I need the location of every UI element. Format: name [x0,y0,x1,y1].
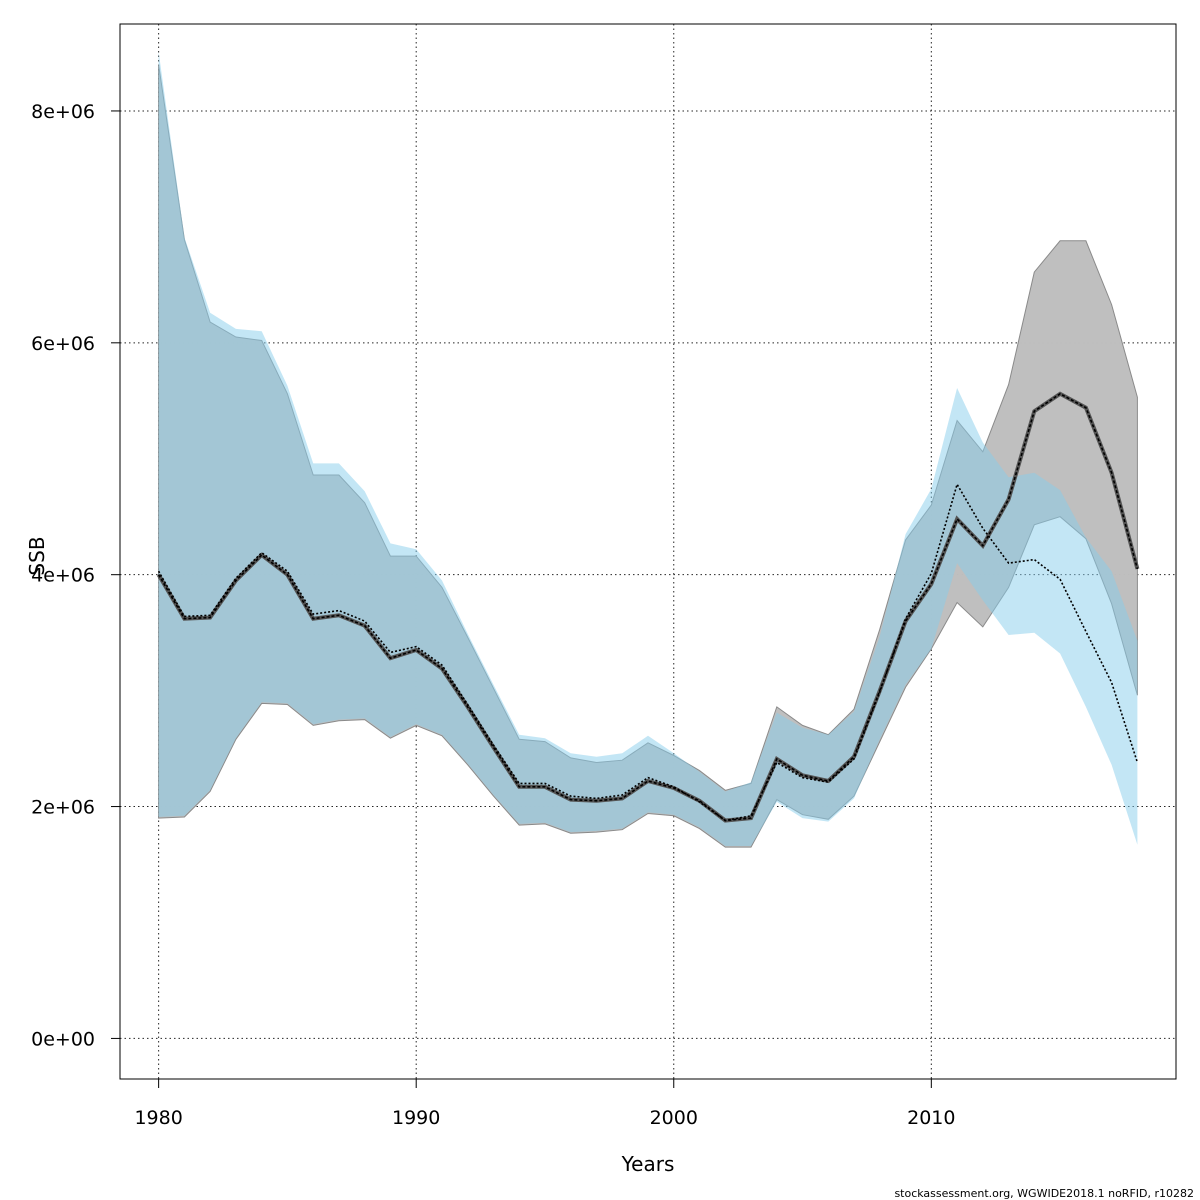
y-axis-title: SSB [25,536,49,575]
y-tick-label: 8e+06 [31,101,95,123]
x-tick-label: 2000 [650,1107,698,1129]
blue-confidence-band [158,51,1138,847]
x-tick-label: 1980 [134,1107,182,1129]
plot-frame [119,23,1177,1080]
footer-note: stockassessment.org, WGWIDE2018.1 noRFID… [894,1187,1194,1200]
x-tick-label: 2010 [907,1107,955,1129]
x-tick-label: 1990 [392,1107,440,1129]
y-tick-label: 0e+00 [31,1028,95,1050]
axes: 1980 1990 2000 2010 0e+00 2e+06 4e+06 6e+06 8e+0… [31,101,955,1129]
x-axis-title: Years [621,1152,675,1176]
y-tick-label: 4e+06 [31,565,95,587]
y-tick-label: 2e+06 [31,797,95,819]
grey-estimate-line [157,392,1139,822]
estimate-lines [156,391,1140,823]
blue-estimate-line [157,482,1139,822]
y-tick-label: 6e+06 [31,333,95,355]
